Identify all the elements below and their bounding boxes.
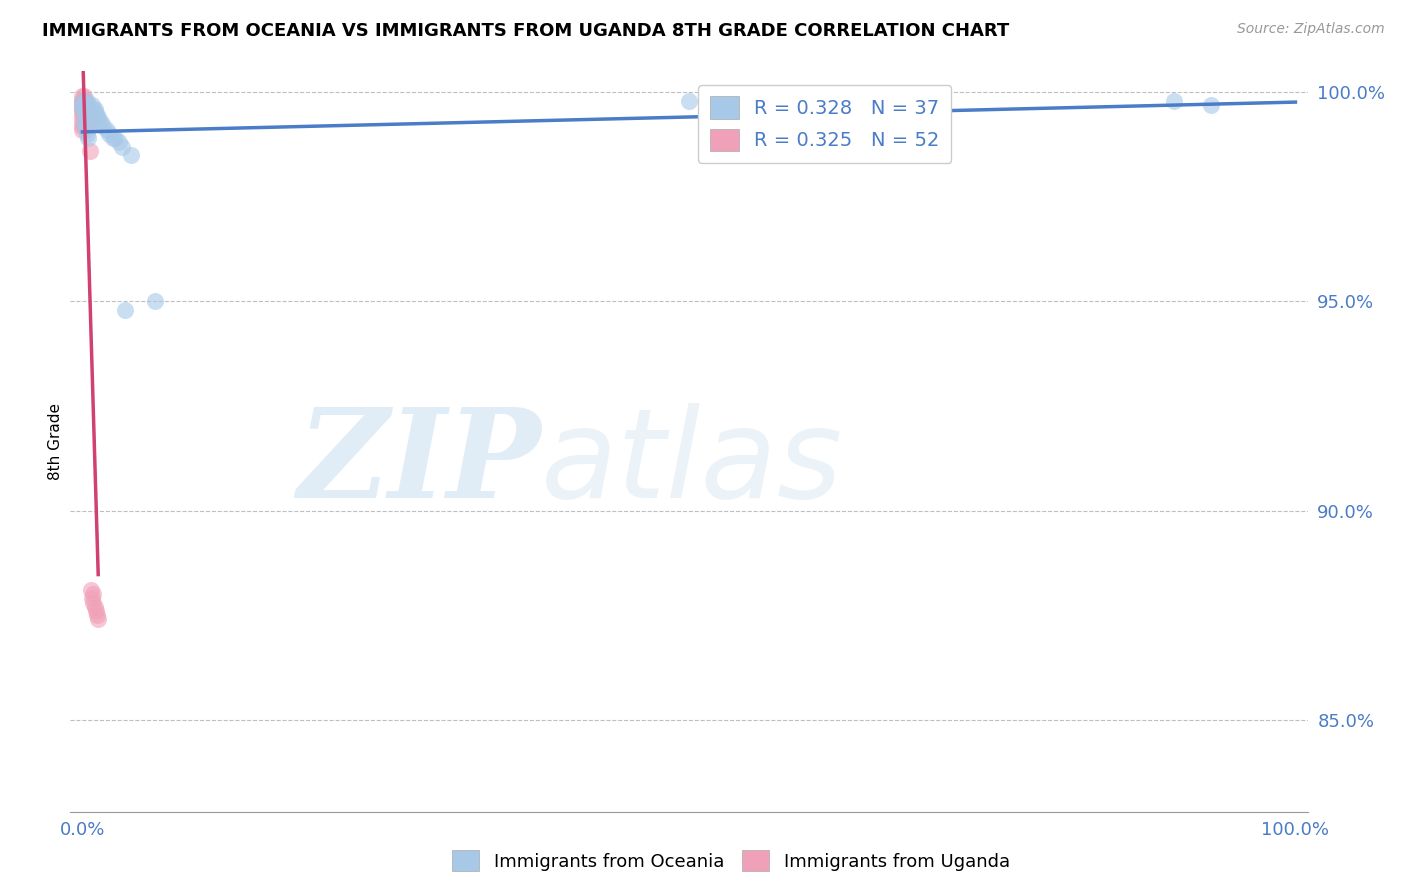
Point — [1199, 98, 1222, 112]
Point — [72, 114, 94, 128]
Point — [72, 98, 94, 112]
Point — [75, 114, 97, 128]
Point — [73, 114, 96, 128]
Point — [72, 94, 94, 108]
Point — [76, 114, 98, 128]
Point — [89, 114, 111, 128]
Point — [72, 102, 94, 116]
Point — [77, 98, 100, 112]
Point — [72, 106, 94, 120]
Point — [91, 119, 114, 133]
Point — [80, 106, 103, 120]
Point — [86, 111, 108, 125]
Point — [76, 94, 98, 108]
Point — [80, 582, 103, 597]
Point — [75, 106, 97, 120]
Point — [82, 98, 104, 112]
Point — [87, 111, 110, 125]
Point — [73, 94, 96, 108]
Point — [86, 608, 108, 623]
Point — [72, 94, 94, 108]
Point — [143, 294, 166, 309]
Point — [73, 102, 96, 116]
Point — [72, 94, 94, 108]
Text: IMMIGRANTS FROM OCEANIA VS IMMIGRANTS FROM UGANDA 8TH GRADE CORRELATION CHART: IMMIGRANTS FROM OCEANIA VS IMMIGRANTS FR… — [42, 22, 1010, 40]
Point — [73, 98, 96, 112]
Point — [76, 102, 98, 116]
Point — [82, 102, 104, 116]
Point — [76, 127, 98, 141]
Point — [87, 612, 110, 626]
Point — [75, 111, 97, 125]
Point — [72, 119, 94, 133]
Point — [72, 98, 94, 112]
Point — [101, 131, 124, 145]
Point — [75, 102, 97, 116]
Point — [72, 102, 94, 116]
Point — [75, 98, 97, 112]
Point — [108, 136, 131, 150]
Text: ZIP: ZIP — [297, 403, 540, 524]
Point — [72, 98, 94, 112]
Point — [82, 114, 104, 128]
Point — [77, 106, 100, 120]
Point — [77, 114, 100, 128]
Point — [72, 111, 94, 125]
Point — [72, 102, 94, 116]
Point — [104, 131, 127, 145]
Point — [120, 148, 142, 162]
Point — [73, 119, 96, 133]
Point — [72, 119, 94, 133]
Point — [76, 106, 98, 120]
Point — [82, 587, 104, 601]
Point — [114, 302, 136, 317]
Point — [73, 111, 96, 125]
Text: Source: ZipAtlas.com: Source: ZipAtlas.com — [1237, 22, 1385, 37]
Point — [96, 123, 118, 137]
Point — [82, 591, 104, 606]
Legend: Immigrants from Oceania, Immigrants from Uganda: Immigrants from Oceania, Immigrants from… — [446, 843, 1017, 879]
Point — [72, 102, 94, 116]
Point — [98, 127, 121, 141]
Point — [73, 119, 96, 133]
Point — [73, 106, 96, 120]
Point — [1163, 94, 1185, 108]
Point — [72, 98, 94, 112]
Y-axis label: 8th Grade: 8th Grade — [48, 403, 63, 480]
Point — [75, 123, 97, 137]
Point — [77, 111, 100, 125]
Point — [76, 111, 98, 125]
Point — [84, 604, 107, 618]
Point — [83, 102, 105, 116]
Point — [72, 102, 94, 116]
Point — [84, 106, 107, 120]
Point — [77, 102, 100, 116]
Point — [90, 114, 112, 128]
Point — [75, 111, 97, 125]
Point — [859, 98, 882, 112]
Point — [72, 106, 94, 120]
Point — [72, 123, 94, 137]
Point — [77, 131, 100, 145]
Point — [72, 114, 94, 128]
Text: atlas: atlas — [540, 403, 842, 524]
Point — [72, 89, 94, 103]
Point — [80, 111, 103, 125]
Point — [111, 139, 134, 153]
Point — [83, 599, 105, 614]
Point — [82, 596, 104, 610]
Point — [79, 102, 101, 116]
Point — [79, 106, 101, 120]
Point — [73, 106, 96, 120]
Point — [678, 94, 700, 108]
Point — [72, 94, 94, 108]
Point — [72, 114, 94, 128]
Point — [72, 89, 94, 103]
Point — [79, 111, 101, 125]
Point — [79, 144, 101, 158]
Legend: R = 0.328   N = 37, R = 0.325   N = 52: R = 0.328 N = 37, R = 0.325 N = 52 — [697, 85, 952, 162]
